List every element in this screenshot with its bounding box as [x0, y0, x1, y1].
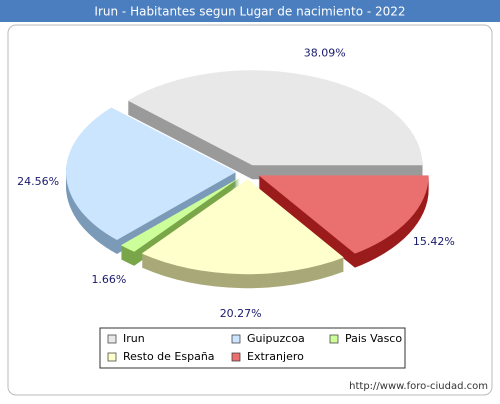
data-label: 15.42%: [413, 235, 455, 248]
slice: [258, 175, 429, 254]
legend: Irun Guipuzcoa Pais Vasco Resto de España Ex…: [107, 332, 402, 363]
legend-label: Extranjero: [247, 350, 304, 363]
slice: [127, 70, 423, 166]
legend-label: Guipuzcoa: [247, 332, 305, 345]
legend-swatch: [231, 334, 241, 344]
slice: [120, 177, 241, 252]
data-label: 24.56%: [17, 175, 59, 188]
pie: 38.09% 24.56% 1.66% 20.27% 15.42%: [17, 46, 455, 320]
footer: http://www.foro-ciudad.com: [349, 381, 488, 392]
title-bar: [0, 0, 500, 22]
chart-title: Irun - Habitantes segun Lugar de nacimie…: [94, 5, 405, 19]
legend-swatch: [107, 334, 117, 344]
legend-label: Irun: [123, 332, 145, 345]
legend-swatch: [107, 352, 117, 362]
legend-label: Resto de España: [123, 350, 215, 363]
legend-box: [99, 327, 406, 369]
legend-swatch: [329, 334, 339, 344]
data-label: 1.66%: [91, 273, 126, 286]
slice: [141, 179, 344, 275]
legend-label: Pais Vasco: [345, 332, 402, 345]
data-label: 38.09%: [304, 46, 346, 59]
data-label: 20.27%: [220, 307, 262, 320]
legend-swatch: [231, 352, 241, 362]
slice: [66, 107, 237, 240]
